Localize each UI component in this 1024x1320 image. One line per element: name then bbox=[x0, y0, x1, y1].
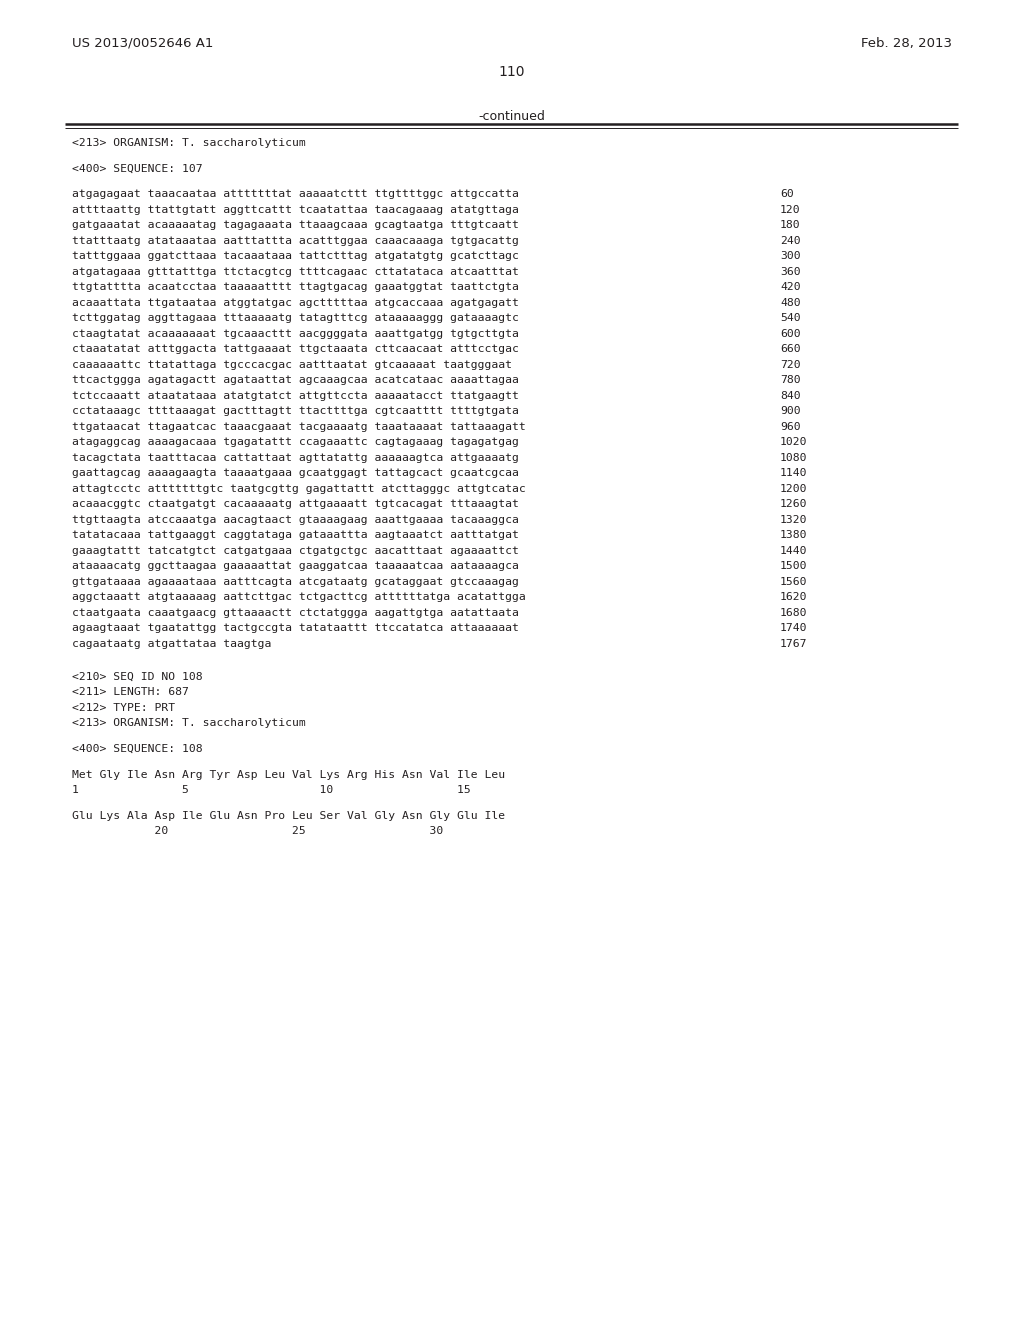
Text: 1740: 1740 bbox=[780, 623, 808, 634]
Text: 1               5                   10                  15: 1 5 10 15 bbox=[72, 785, 471, 795]
Text: ttcactggga agatagactt agataattat agcaaagcaa acatcataac aaaattagaa: ttcactggga agatagactt agataattat agcaaag… bbox=[72, 375, 519, 385]
Text: 1620: 1620 bbox=[780, 593, 808, 602]
Text: 540: 540 bbox=[780, 313, 801, 323]
Text: 1380: 1380 bbox=[780, 531, 808, 540]
Text: 180: 180 bbox=[780, 220, 801, 230]
Text: Glu Lys Ala Asp Ile Glu Asn Pro Leu Ser Val Gly Asn Gly Glu Ile: Glu Lys Ala Asp Ile Glu Asn Pro Leu Ser … bbox=[72, 810, 505, 821]
Text: ttatttaatg atataaataa aatttattta acatttggaa caaacaaaga tgtgacattg: ttatttaatg atataaataa aatttattta acatttg… bbox=[72, 236, 519, 246]
Text: acaaacggtc ctaatgatgt cacaaaaatg attgaaaatt tgtcacagat tttaaagtat: acaaacggtc ctaatgatgt cacaaaaatg attgaaa… bbox=[72, 499, 519, 510]
Text: 1200: 1200 bbox=[780, 483, 808, 494]
Text: caaaaaattc ttatattaga tgcccacgac aatttaatat gtcaaaaat taatgggaat: caaaaaattc ttatattaga tgcccacgac aatttaa… bbox=[72, 359, 512, 370]
Text: atgagagaat taaacaataa atttttttat aaaaatcttt ttgttttggc attgccatta: atgagagaat taaacaataa atttttttat aaaaatc… bbox=[72, 189, 519, 199]
Text: ttgtatttta acaatcctaa taaaaatttt ttagtgacag gaaatggtat taattctgta: ttgtatttta acaatcctaa taaaaatttt ttagtga… bbox=[72, 282, 519, 292]
Text: tacagctata taatttacaa cattattaat agttatattg aaaaaagtca attgaaaatg: tacagctata taatttacaa cattattaat agttata… bbox=[72, 453, 519, 462]
Text: 1260: 1260 bbox=[780, 499, 808, 510]
Text: 1020: 1020 bbox=[780, 437, 808, 447]
Text: <400> SEQUENCE: 107: <400> SEQUENCE: 107 bbox=[72, 164, 203, 173]
Text: <400> SEQUENCE: 108: <400> SEQUENCE: 108 bbox=[72, 744, 203, 754]
Text: 420: 420 bbox=[780, 282, 801, 292]
Text: tctccaaatt ataatataaa atatgtatct attgttccta aaaaatacct ttatgaagtt: tctccaaatt ataatataaa atatgtatct attgttc… bbox=[72, 391, 519, 401]
Text: 240: 240 bbox=[780, 236, 801, 246]
Text: <213> ORGANISM: T. saccharolyticum: <213> ORGANISM: T. saccharolyticum bbox=[72, 718, 306, 729]
Text: attttaattg ttattgtatt aggttcattt tcaatattaa taacagaaag atatgttaga: attttaattg ttattgtatt aggttcattt tcaatat… bbox=[72, 205, 519, 215]
Text: cctataaagc ttttaaagat gactttagtt ttacttttga cgtcaatttt ttttgtgata: cctataaagc ttttaaagat gactttagtt ttacttt… bbox=[72, 407, 519, 416]
Text: agaagtaaat tgaatattgg tactgccgta tatataattt ttccatatca attaaaaaat: agaagtaaat tgaatattgg tactgccgta tatataa… bbox=[72, 623, 519, 634]
Text: 300: 300 bbox=[780, 251, 801, 261]
Text: 360: 360 bbox=[780, 267, 801, 277]
Text: acaaattata ttgataataa atggtatgac agctttttaa atgcaccaaa agatgagatt: acaaattata ttgataataa atggtatgac agctttt… bbox=[72, 297, 519, 308]
Text: tatatacaaa tattgaaggt caggtataga gataaattta aagtaaatct aatttatgat: tatatacaaa tattgaaggt caggtataga gataaat… bbox=[72, 531, 519, 540]
Text: 120: 120 bbox=[780, 205, 801, 215]
Text: 1440: 1440 bbox=[780, 545, 808, 556]
Text: US 2013/0052646 A1: US 2013/0052646 A1 bbox=[72, 37, 213, 50]
Text: tatttggaaa ggatcttaaa tacaaataaa tattctttag atgatatgtg gcatcttagc: tatttggaaa ggatcttaaa tacaaataaa tattctt… bbox=[72, 251, 519, 261]
Text: 780: 780 bbox=[780, 375, 801, 385]
Text: ctaagtatat acaaaaaaat tgcaaacttt aacggggata aaattgatgg tgtgcttgta: ctaagtatat acaaaaaaat tgcaaacttt aacgggg… bbox=[72, 329, 519, 339]
Text: 1560: 1560 bbox=[780, 577, 808, 586]
Text: 600: 600 bbox=[780, 329, 801, 339]
Text: ttgataacat ttagaatcac taaacgaaat tacgaaaatg taaataaaat tattaaagatt: ttgataacat ttagaatcac taaacgaaat tacgaaa… bbox=[72, 421, 525, 432]
Text: 1140: 1140 bbox=[780, 469, 808, 478]
Text: gatgaaatat acaaaaatag tagagaaata ttaaagcaaa gcagtaatga tttgtcaatt: gatgaaatat acaaaaatag tagagaaata ttaaagc… bbox=[72, 220, 519, 230]
Text: 660: 660 bbox=[780, 345, 801, 354]
Text: <210> SEQ ID NO 108: <210> SEQ ID NO 108 bbox=[72, 672, 203, 682]
Text: 840: 840 bbox=[780, 391, 801, 401]
Text: atagaggcag aaaagacaaa tgagatattt ccagaaattc cagtagaaag tagagatgag: atagaggcag aaaagacaaa tgagatattt ccagaaa… bbox=[72, 437, 519, 447]
Text: 1680: 1680 bbox=[780, 607, 808, 618]
Text: 1767: 1767 bbox=[780, 639, 808, 648]
Text: <212> TYPE: PRT: <212> TYPE: PRT bbox=[72, 704, 175, 713]
Text: 960: 960 bbox=[780, 421, 801, 432]
Text: ttgttaagta atccaaatga aacagtaact gtaaaagaag aaattgaaaa tacaaaggca: ttgttaagta atccaaatga aacagtaact gtaaaag… bbox=[72, 515, 519, 524]
Text: 480: 480 bbox=[780, 297, 801, 308]
Text: ataaaacatg ggcttaagaa gaaaaattat gaaggatcaa taaaaatcaa aataaaagca: ataaaacatg ggcttaagaa gaaaaattat gaaggat… bbox=[72, 561, 519, 572]
Text: Met Gly Ile Asn Arg Tyr Asp Leu Val Lys Arg His Asn Val Ile Leu: Met Gly Ile Asn Arg Tyr Asp Leu Val Lys … bbox=[72, 770, 505, 780]
Text: cagaataatg atgattataa taagtga: cagaataatg atgattataa taagtga bbox=[72, 639, 271, 648]
Text: ctaaatatat atttggacta tattgaaaat ttgctaaata cttcaacaat atttcctgac: ctaaatatat atttggacta tattgaaaat ttgctaa… bbox=[72, 345, 519, 354]
Text: 20                  25                  30: 20 25 30 bbox=[72, 826, 443, 836]
Text: <213> ORGANISM: T. saccharolyticum: <213> ORGANISM: T. saccharolyticum bbox=[72, 139, 306, 148]
Text: 720: 720 bbox=[780, 359, 801, 370]
Text: atgatagaaa gtttatttga ttctacgtcg ttttcagaac cttatataca atcaatttat: atgatagaaa gtttatttga ttctacgtcg ttttcag… bbox=[72, 267, 519, 277]
Text: gttgataaaa agaaaataaa aatttcagta atcgataatg gcataggaat gtccaaagag: gttgataaaa agaaaataaa aatttcagta atcgata… bbox=[72, 577, 519, 586]
Text: attagtcctc atttttttgtc taatgcgttg gagattattt atcttagggc attgtcatac: attagtcctc atttttttgtc taatgcgttg gagatt… bbox=[72, 483, 525, 494]
Text: 1500: 1500 bbox=[780, 561, 808, 572]
Text: 110: 110 bbox=[499, 65, 525, 79]
Text: 60: 60 bbox=[780, 189, 794, 199]
Text: 1080: 1080 bbox=[780, 453, 808, 462]
Text: tcttggatag aggttagaaa tttaaaaatg tatagtttcg ataaaaaggg gataaaagtc: tcttggatag aggttagaaa tttaaaaatg tatagtt… bbox=[72, 313, 519, 323]
Text: -continued: -continued bbox=[478, 110, 546, 123]
Text: 900: 900 bbox=[780, 407, 801, 416]
Text: ctaatgaata caaatgaacg gttaaaactt ctctatggga aagattgtga aatattaata: ctaatgaata caaatgaacg gttaaaactt ctctatg… bbox=[72, 607, 519, 618]
Text: gaaagtattt tatcatgtct catgatgaaa ctgatgctgc aacatttaat agaaaattct: gaaagtattt tatcatgtct catgatgaaa ctgatgc… bbox=[72, 545, 519, 556]
Text: <211> LENGTH: 687: <211> LENGTH: 687 bbox=[72, 688, 188, 697]
Text: 1320: 1320 bbox=[780, 515, 808, 524]
Text: aggctaaatt atgtaaaaag aattcttgac tctgacttcg attttttatga acatattgga: aggctaaatt atgtaaaaag aattcttgac tctgact… bbox=[72, 593, 525, 602]
Text: gaattagcag aaaagaagta taaaatgaaa gcaatggagt tattagcact gcaatcgcaa: gaattagcag aaaagaagta taaaatgaaa gcaatgg… bbox=[72, 469, 519, 478]
Text: Feb. 28, 2013: Feb. 28, 2013 bbox=[861, 37, 952, 50]
